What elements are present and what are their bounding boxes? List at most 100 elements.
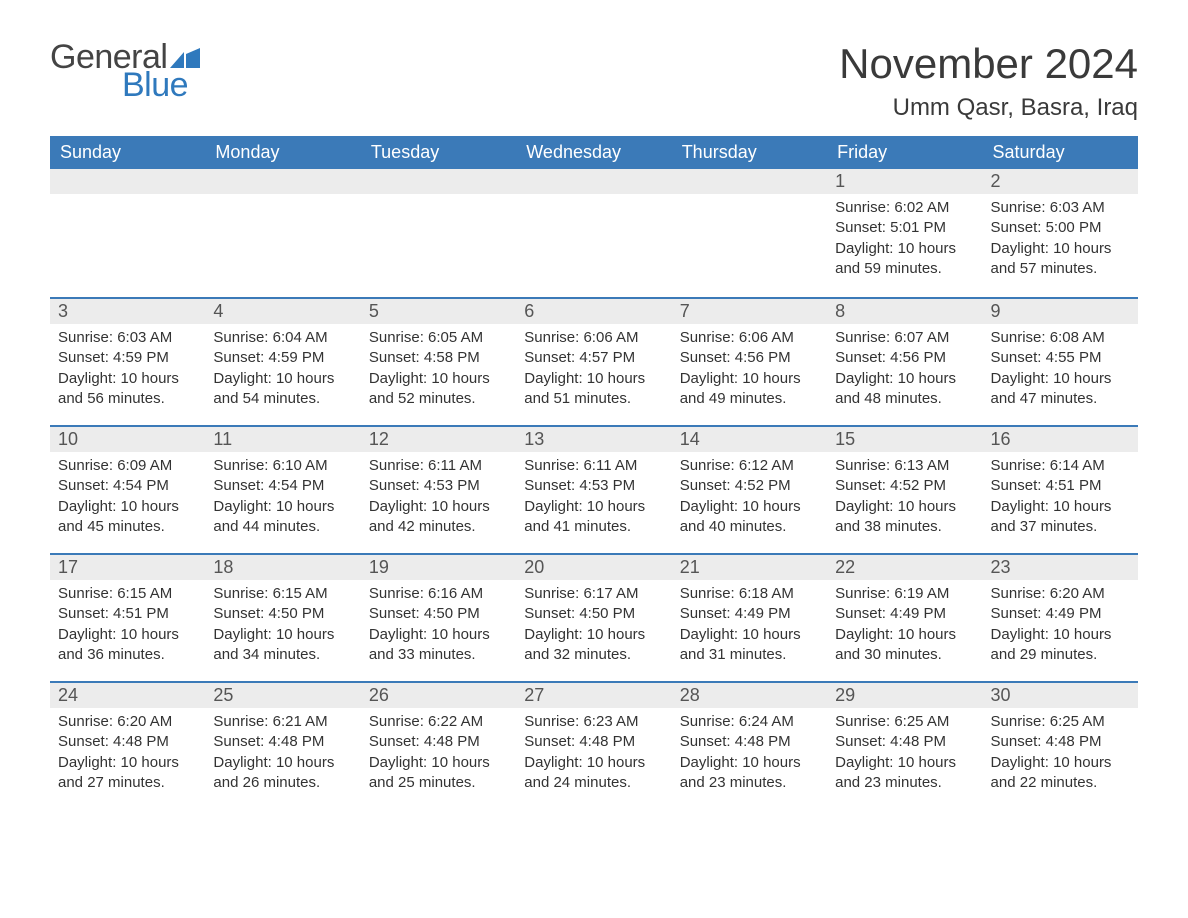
sunrise-value: 6:17 AM — [583, 585, 638, 602]
sunrise-line: Sunrise: 6:23 AM — [524, 712, 663, 732]
daylight-line: Daylight: 10 hours and 40 minutes. — [680, 497, 819, 538]
day-number-bar: 26 — [361, 683, 516, 708]
sunset-value: 4:56 PM — [735, 349, 791, 366]
sunset-value: 4:49 PM — [735, 605, 791, 622]
daylight-label: Daylight: — [369, 626, 432, 643]
day-cell: 2Sunrise: 6:03 AMSunset: 5:00 PMDaylight… — [983, 169, 1138, 297]
day-cell: 27Sunrise: 6:23 AMSunset: 4:48 PMDayligh… — [516, 681, 671, 809]
day-number-bar: 16 — [983, 427, 1138, 452]
sunrise-value: 6:05 AM — [428, 329, 483, 346]
day-cell: 7Sunrise: 6:06 AMSunset: 4:56 PMDaylight… — [672, 297, 827, 425]
sunrise-value: 6:18 AM — [739, 585, 794, 602]
day-body: Sunrise: 6:13 AMSunset: 4:52 PMDaylight:… — [827, 452, 982, 537]
sunset-value: 4:52 PM — [890, 477, 946, 494]
sunset-line: Sunset: 5:00 PM — [991, 218, 1130, 238]
day-body: Sunrise: 6:23 AMSunset: 4:48 PMDaylight:… — [516, 708, 671, 793]
sunset-line: Sunset: 4:52 PM — [680, 476, 819, 496]
sunset-value: 4:49 PM — [890, 605, 946, 622]
sunset-value: 4:50 PM — [579, 605, 635, 622]
daylight-label: Daylight: — [58, 498, 121, 515]
sunset-value: 4:50 PM — [424, 605, 480, 622]
sunset-label: Sunset: — [213, 349, 268, 366]
sunset-line: Sunset: 4:48 PM — [680, 732, 819, 752]
sunrise-value: 6:11 AM — [428, 457, 482, 474]
sunset-label: Sunset: — [835, 733, 890, 750]
sunset-value: 4:53 PM — [424, 477, 480, 494]
empty-day-cell — [361, 169, 516, 297]
sunrise-line: Sunrise: 6:07 AM — [835, 328, 974, 348]
day-cell: 20Sunrise: 6:17 AMSunset: 4:50 PMDayligh… — [516, 553, 671, 681]
sunrise-value: 6:25 AM — [894, 713, 949, 730]
sunrise-label: Sunrise: — [58, 585, 117, 602]
day-body: Sunrise: 6:12 AMSunset: 4:52 PMDaylight:… — [672, 452, 827, 537]
sunset-label: Sunset: — [680, 349, 735, 366]
daylight-label: Daylight: — [680, 754, 743, 771]
daylight-line: Daylight: 10 hours and 26 minutes. — [213, 753, 352, 794]
sunset-line: Sunset: 4:48 PM — [835, 732, 974, 752]
sunrise-label: Sunrise: — [991, 457, 1050, 474]
day-cell: 15Sunrise: 6:13 AMSunset: 4:52 PMDayligh… — [827, 425, 982, 553]
day-number-bar: 27 — [516, 683, 671, 708]
day-cell: 3Sunrise: 6:03 AMSunset: 4:59 PMDaylight… — [50, 297, 205, 425]
daylight-label: Daylight: — [58, 754, 121, 771]
day-body: Sunrise: 6:15 AMSunset: 4:50 PMDaylight:… — [205, 580, 360, 665]
sunrise-line: Sunrise: 6:21 AM — [213, 712, 352, 732]
daylight-label: Daylight: — [524, 626, 587, 643]
sunset-label: Sunset: — [369, 349, 424, 366]
day-number-bar: 22 — [827, 555, 982, 580]
sunrise-line: Sunrise: 6:13 AM — [835, 456, 974, 476]
day-number-bar: 13 — [516, 427, 671, 452]
sunrise-line: Sunrise: 6:09 AM — [58, 456, 197, 476]
sunset-label: Sunset: — [835, 605, 890, 622]
sunrise-line: Sunrise: 6:10 AM — [213, 456, 352, 476]
day-cell: 8Sunrise: 6:07 AMSunset: 4:56 PMDaylight… — [827, 297, 982, 425]
daylight-line: Daylight: 10 hours and 41 minutes. — [524, 497, 663, 538]
sunrise-label: Sunrise: — [524, 329, 583, 346]
sunset-label: Sunset: — [835, 219, 890, 236]
sunset-value: 4:48 PM — [579, 733, 635, 750]
day-body: Sunrise: 6:11 AMSunset: 4:53 PMDaylight:… — [516, 452, 671, 537]
daylight-label: Daylight: — [369, 498, 432, 515]
sunset-line: Sunset: 4:55 PM — [991, 348, 1130, 368]
sunset-label: Sunset: — [213, 477, 268, 494]
daylight-label: Daylight: — [835, 754, 898, 771]
sunset-value: 4:52 PM — [735, 477, 791, 494]
empty-day-cell — [516, 169, 671, 297]
day-body: Sunrise: 6:08 AMSunset: 4:55 PMDaylight:… — [983, 324, 1138, 409]
sunrise-value: 6:10 AM — [273, 457, 328, 474]
daylight-label: Daylight: — [369, 370, 432, 387]
sunset-label: Sunset: — [835, 477, 890, 494]
sunset-line: Sunset: 4:51 PM — [58, 604, 197, 624]
daylight-label: Daylight: — [991, 240, 1054, 257]
sunrise-label: Sunrise: — [524, 713, 583, 730]
daylight-line: Daylight: 10 hours and 31 minutes. — [680, 625, 819, 666]
day-number-bar: 14 — [672, 427, 827, 452]
day-cell: 19Sunrise: 6:16 AMSunset: 4:50 PMDayligh… — [361, 553, 516, 681]
sunrise-label: Sunrise: — [835, 713, 894, 730]
sunrise-value: 6:06 AM — [583, 329, 638, 346]
location-subtitle: Umm Qasr, Basra, Iraq — [839, 94, 1138, 122]
sunrise-label: Sunrise: — [991, 585, 1050, 602]
weekday-monday: Monday — [205, 136, 360, 169]
sunrise-value: 6:11 AM — [583, 457, 637, 474]
day-cell: 5Sunrise: 6:05 AMSunset: 4:58 PMDaylight… — [361, 297, 516, 425]
sunset-line: Sunset: 4:54 PM — [213, 476, 352, 496]
sunset-value: 4:48 PM — [735, 733, 791, 750]
sunrise-value: 6:12 AM — [739, 457, 794, 474]
day-number-bar — [672, 169, 827, 194]
weekday-friday: Friday — [827, 136, 982, 169]
day-number-bar: 23 — [983, 555, 1138, 580]
sunrise-value: 6:08 AM — [1050, 329, 1105, 346]
sunrise-line: Sunrise: 6:08 AM — [991, 328, 1130, 348]
sunset-label: Sunset: — [213, 605, 268, 622]
sunset-value: 4:58 PM — [424, 349, 480, 366]
week-row: 17Sunrise: 6:15 AMSunset: 4:51 PMDayligh… — [50, 553, 1138, 681]
sunrise-value: 6:21 AM — [273, 713, 328, 730]
sunrise-line: Sunrise: 6:16 AM — [369, 584, 508, 604]
sunrise-label: Sunrise: — [991, 713, 1050, 730]
sunrise-line: Sunrise: 6:17 AM — [524, 584, 663, 604]
day-body: Sunrise: 6:25 AMSunset: 4:48 PMDaylight:… — [983, 708, 1138, 793]
daylight-line: Daylight: 10 hours and 24 minutes. — [524, 753, 663, 794]
day-number-bar: 2 — [983, 169, 1138, 194]
weekday-wednesday: Wednesday — [516, 136, 671, 169]
